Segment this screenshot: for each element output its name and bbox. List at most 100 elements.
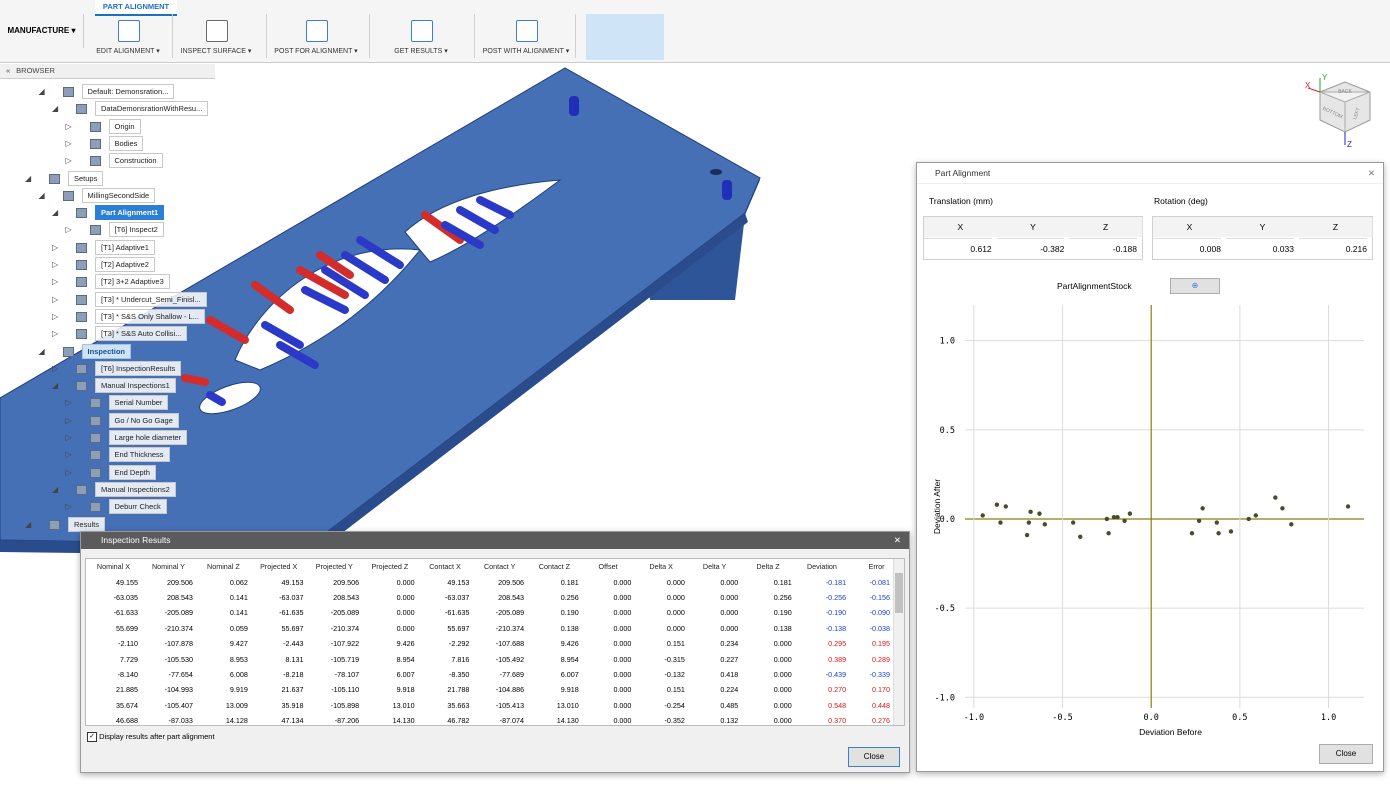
tree-item[interactable]: ◢ Inspection — [38, 343, 132, 359]
checkbox-row[interactable]: ✓ Display results after part alignment — [87, 732, 215, 743]
expand-toggle[interactable]: ▷ — [65, 398, 72, 408]
expand-toggle[interactable]: ▷ — [65, 433, 72, 442]
tree-item[interactable]: ▷ [T3] * S&S Auto Collisi... — [52, 326, 188, 342]
expand-toggle[interactable]: ▷ — [52, 260, 59, 269]
close-button[interactable]: Close — [1319, 744, 1373, 764]
tree-item[interactable]: ◢ Manual Inspections1 — [52, 378, 176, 394]
expand-toggle[interactable]: ▷ — [52, 329, 59, 339]
tree-item[interactable]: ▷ [T2] 3+2 Adaptive3 — [52, 274, 170, 290]
tree-item[interactable]: ▷ Origin — [65, 118, 141, 134]
cell-value: 14.128 — [225, 716, 248, 726]
tree-item[interactable]: ▷ End Depth — [65, 464, 156, 480]
toolbar-button-label[interactable]: GET RESULTS ▾ — [394, 48, 448, 55]
expand-toggle[interactable]: ▷ — [52, 363, 59, 373]
expand-toggle[interactable]: ◢ — [38, 190, 45, 200]
close-icon[interactable]: ✕ — [893, 535, 901, 545]
x-tick-label: -0.5 — [1052, 713, 1072, 723]
tree-item[interactable]: ▷ [T6] Inspect2 — [65, 222, 164, 238]
tree-item[interactable]: ◢ Default: Demonsration... — [38, 84, 175, 99]
item-label: Default: Demonsration... — [81, 84, 175, 99]
cell-value: 0.000 — [720, 577, 739, 587]
translation-table: X 0.612 Y -0.382 Z -0.188 — [923, 216, 1143, 260]
tree-item[interactable]: ◢ Manual Inspections2 — [52, 481, 176, 497]
tree-item[interactable]: ▷ [T2] Adaptive2 — [52, 257, 155, 272]
expand-toggle[interactable]: ▷ — [65, 121, 72, 131]
expand-toggle[interactable]: ▷ — [52, 294, 59, 304]
expand-toggle[interactable]: ◢ — [25, 173, 32, 183]
expand-toggle[interactable]: ▷ — [65, 415, 72, 425]
y-tick-label: 0.5 — [940, 426, 955, 436]
expand-toggle[interactable]: ◢ — [52, 484, 59, 494]
expand-toggle[interactable]: ▷ — [65, 450, 72, 460]
cell-value: -0.038 — [869, 623, 890, 633]
expand-toggle[interactable]: ◢ — [38, 87, 45, 96]
cell: 13.010 — [527, 698, 582, 713]
tree-item[interactable]: ◢ MillingSecondSide — [38, 187, 156, 203]
cell: 0.132 — [688, 713, 741, 725]
tree-item[interactable]: ▷ End Thickness — [65, 447, 170, 463]
expand-toggle[interactable]: ▷ — [65, 467, 72, 477]
expand-toggle[interactable]: ▷ — [65, 502, 72, 512]
cell-value: -63.035 — [113, 592, 138, 602]
toolbar-button-label[interactable]: EDIT ALIGNMENT ▾ — [96, 48, 160, 55]
viewport[interactable] — [0, 62, 1390, 792]
cell-value: 0.270 — [828, 685, 847, 695]
tree-item[interactable]: ◢ Part Alignment1 — [52, 205, 165, 221]
workspace-button[interactable]: MANUFACTURE ▾ — [0, 14, 84, 48]
expand-toggle[interactable]: ▷ — [65, 156, 72, 166]
toolbar-button-label[interactable]: POST FOR ALIGNMENT ▾ — [274, 48, 358, 55]
tab[interactable]: PART ALIGNMENT — [95, 0, 177, 16]
tree-item[interactable]: ▷ Go / No Go Gage — [65, 412, 179, 428]
cell-value: 0.000 — [613, 669, 632, 679]
close-icon[interactable]: ✕ — [1367, 168, 1375, 178]
cell-value: 0.181 — [773, 577, 792, 587]
cell: 21.637 — [251, 682, 307, 697]
tree-item[interactable]: ◢ Setups — [25, 170, 104, 186]
expand-toggle[interactable]: ◢ — [52, 104, 59, 114]
expand-toggle[interactable]: ◢ — [52, 208, 59, 218]
toolbar-button-label[interactable]: POST WITH ALIGNMENT ▾ — [482, 48, 570, 55]
cell-value: 6.007 — [560, 669, 579, 679]
cell: 0.548 — [795, 698, 849, 713]
toolbar-button-label[interactable]: INSPECT SURFACE ▾ — [180, 48, 252, 55]
axis-label: X — [1305, 81, 1311, 90]
tree-item[interactable]: ▷ Construction — [65, 153, 163, 169]
cell-value: -105.413 — [495, 700, 525, 710]
expand-toggle[interactable]: ◢ — [52, 381, 59, 391]
cell-value: 0.000 — [666, 608, 685, 618]
tree-item[interactable]: ▷ Deburr Check — [65, 499, 167, 515]
tree-item[interactable]: ▷ [T6] InspectionResults — [52, 360, 182, 376]
tree-item[interactable]: ▷ Bodies — [65, 135, 144, 151]
y-tick-label: 1.0 — [940, 337, 955, 347]
cell-value: -8.140 — [117, 669, 138, 679]
cell: 0.448 — [849, 698, 904, 713]
tree-item[interactable]: ◢ Results — [25, 516, 106, 532]
cell-value: 0.000 — [613, 685, 632, 695]
expand-toggle[interactable]: ▷ — [52, 242, 59, 252]
cell-value: -0.181 — [825, 577, 847, 587]
expand-toggle[interactable]: ▷ — [65, 138, 72, 148]
cell-value: 209.506 — [498, 577, 525, 587]
viewcube[interactable]: X Y Z BACK BOTTOM LEFT — [1300, 70, 1380, 150]
cell: 14.130 — [362, 713, 418, 725]
cell: -105.413 — [472, 698, 527, 713]
close-button[interactable]: Close — [848, 747, 900, 767]
item-icon — [76, 260, 87, 271]
tree-item[interactable]: ▷ [T3] * S&S Only Shallow - L... — [52, 308, 205, 324]
tree-item[interactable]: ▷ Serial Number — [65, 395, 169, 411]
cell-value: 0.000 — [396, 577, 415, 587]
expand-toggle[interactable]: ▷ — [52, 311, 59, 321]
expand-toggle[interactable]: ▷ — [52, 277, 59, 287]
cell-value: 7.729 — [119, 654, 138, 664]
tree-item[interactable]: ▷ [T1] Adaptive1 — [52, 239, 155, 255]
tree-item[interactable]: ◢ DataDemonsrationWithResu... — [52, 101, 209, 117]
tree-item[interactable]: ▷ Large hole diameter — [65, 430, 188, 445]
expand-toggle[interactable]: ◢ — [25, 519, 32, 529]
cell-value: -105.530 — [164, 654, 193, 664]
tree-item[interactable]: ▷ [T3] * Undercut_Semi_Finisl... — [52, 291, 207, 307]
cell: 0.000 — [362, 621, 418, 636]
stock-button[interactable]: ⊕ — [1170, 278, 1220, 294]
expand-toggle[interactable]: ▷ — [65, 225, 72, 235]
expand-toggle[interactable]: ◢ — [38, 346, 45, 356]
cell: 47.134 — [251, 713, 307, 725]
